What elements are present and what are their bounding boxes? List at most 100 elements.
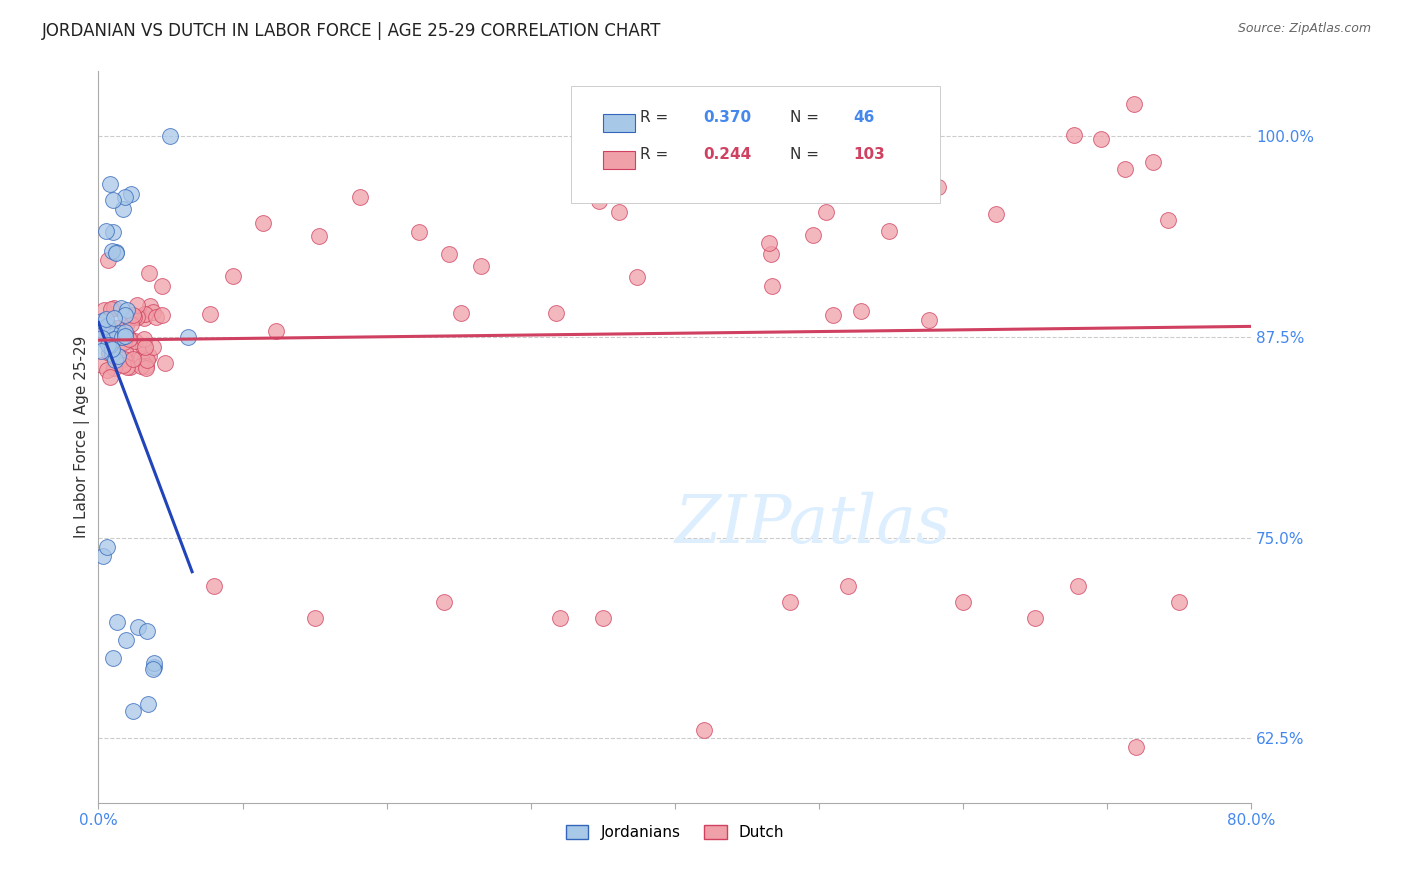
Point	[120, 187, 142, 202]
FancyBboxPatch shape	[571, 86, 941, 203]
Point	[115, 360, 138, 375]
Point	[105, 334, 128, 348]
Bar	[603, 151, 634, 169]
Point	[114, 190, 136, 204]
Point	[138, 349, 160, 363]
Text: Source: ZipAtlas.com: Source: ZipAtlas.com	[1237, 22, 1371, 36]
Point	[665, 170, 688, 185]
Point	[264, 324, 287, 338]
Point	[588, 194, 610, 208]
Point	[101, 244, 124, 258]
Point	[129, 351, 152, 365]
Point	[90, 331, 112, 345]
Point	[112, 358, 135, 372]
Text: N =: N =	[790, 146, 824, 161]
Point	[546, 305, 568, 319]
Point	[108, 326, 131, 341]
Text: R =: R =	[640, 110, 673, 125]
Point	[127, 298, 149, 312]
Point	[1125, 739, 1147, 754]
Point	[150, 279, 173, 293]
Point	[104, 244, 127, 259]
Point	[1168, 595, 1191, 609]
Point	[104, 353, 127, 368]
Y-axis label: In Labor Force | Age 25-29: In Labor Force | Age 25-29	[75, 336, 90, 538]
Point	[110, 351, 132, 366]
Point	[1063, 128, 1085, 142]
Point	[94, 326, 117, 341]
Point	[927, 180, 949, 194]
Point	[101, 651, 124, 665]
Point	[837, 579, 859, 593]
Point	[135, 353, 157, 368]
Point	[221, 268, 243, 283]
Point	[135, 359, 157, 374]
Point	[142, 662, 165, 676]
Point	[1157, 213, 1180, 227]
Point	[693, 723, 716, 738]
Point	[1090, 131, 1112, 145]
Point	[120, 317, 142, 331]
Point	[100, 302, 122, 317]
Point	[408, 225, 430, 239]
Point	[97, 338, 120, 352]
Point	[111, 202, 134, 216]
Point	[1123, 96, 1146, 111]
Point	[136, 624, 159, 639]
Point	[252, 216, 274, 230]
Point	[96, 540, 118, 554]
Point	[779, 595, 801, 609]
Point	[304, 611, 326, 625]
Point	[918, 313, 941, 327]
Point	[98, 338, 121, 352]
Point	[761, 279, 783, 293]
Point	[90, 344, 112, 359]
Bar	[603, 114, 634, 132]
Point	[761, 247, 783, 261]
Text: ZIPatlas: ZIPatlas	[675, 492, 952, 558]
Point	[134, 351, 156, 365]
Point	[97, 252, 120, 267]
Point	[135, 361, 157, 376]
Point	[98, 177, 121, 191]
Point	[768, 185, 790, 199]
Point	[103, 301, 125, 316]
Point	[122, 704, 145, 718]
Point	[134, 307, 156, 321]
Point	[103, 361, 125, 376]
Point	[118, 333, 141, 347]
Point	[124, 334, 146, 349]
Point	[112, 334, 135, 349]
Point	[153, 356, 176, 370]
Point	[607, 205, 630, 219]
Point	[110, 301, 132, 315]
Text: 103: 103	[853, 146, 884, 161]
Point	[851, 304, 873, 318]
Point	[104, 246, 127, 260]
Point	[91, 549, 114, 563]
Point	[136, 697, 159, 711]
Point	[121, 352, 143, 367]
Point	[101, 342, 124, 356]
Point	[107, 349, 129, 363]
Point	[127, 310, 149, 324]
Point	[101, 347, 124, 361]
Point	[91, 323, 114, 337]
Point	[94, 312, 117, 326]
Point	[433, 595, 456, 609]
Point	[96, 318, 118, 333]
Point	[911, 96, 934, 111]
Point	[1067, 579, 1090, 593]
Point	[132, 310, 155, 325]
Point	[815, 204, 838, 219]
Point	[103, 311, 125, 326]
Point	[138, 266, 160, 280]
Point	[90, 313, 112, 327]
Point	[202, 579, 225, 593]
Point	[142, 305, 165, 319]
Point	[94, 224, 117, 238]
Text: 46: 46	[853, 110, 875, 125]
Point	[308, 229, 330, 244]
Point	[105, 320, 128, 334]
Point	[115, 303, 138, 318]
